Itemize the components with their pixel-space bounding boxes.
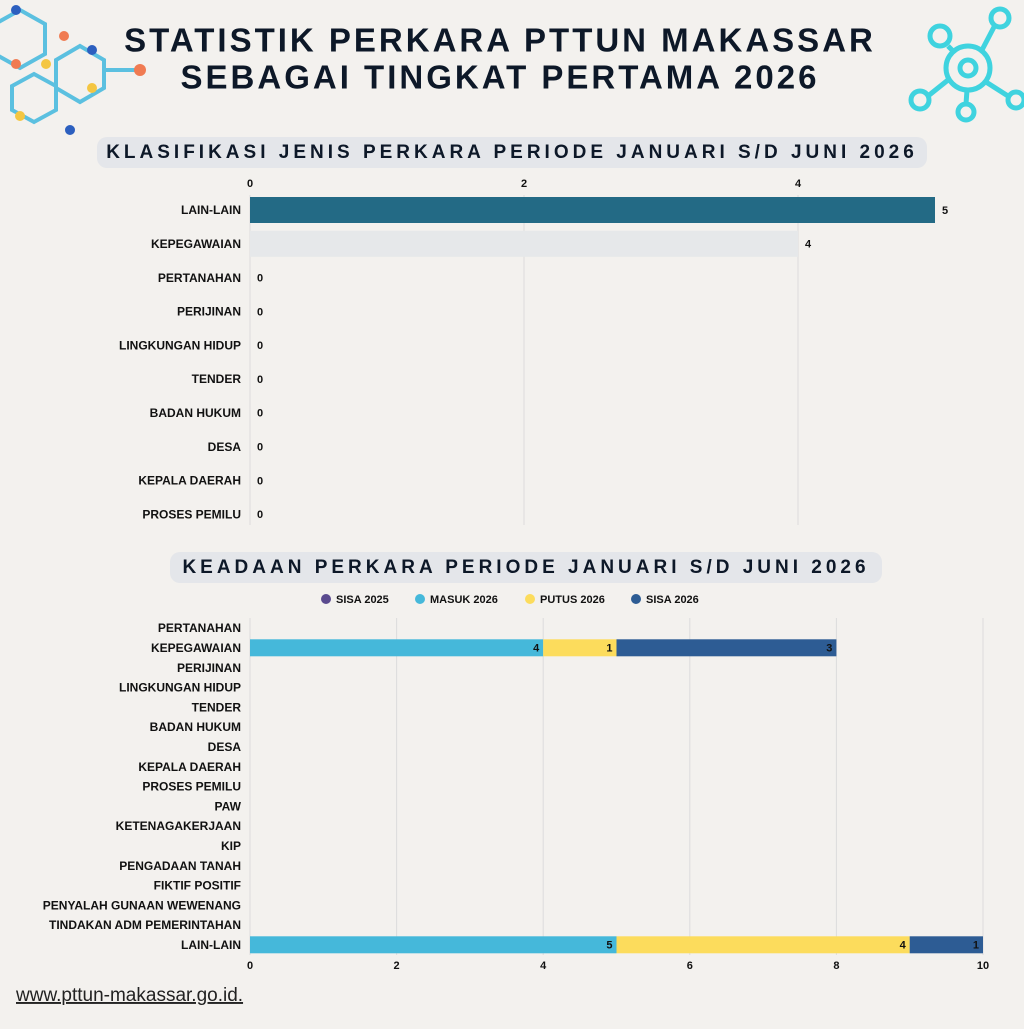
bar bbox=[250, 197, 935, 223]
value-label: 0 bbox=[257, 374, 263, 386]
legend-label: MASUK 2026 bbox=[430, 594, 498, 606]
category-label: FIKTIF POSITIF bbox=[154, 879, 241, 893]
legend-swatch bbox=[631, 594, 641, 604]
value-label: 4 bbox=[900, 940, 907, 952]
legend-swatch bbox=[525, 594, 535, 604]
legend-label: SISA 2025 bbox=[336, 594, 389, 606]
footer-url: www.pttun-makassar.go.id. bbox=[15, 985, 243, 1006]
bar bbox=[250, 230, 798, 257]
value-label: 3 bbox=[826, 643, 832, 655]
chart-title-pill bbox=[170, 552, 882, 583]
x-tick-label: 2 bbox=[394, 960, 400, 972]
value-label: 1 bbox=[973, 940, 979, 952]
category-label: BADAN HUKUM bbox=[150, 406, 241, 420]
category-label: DESA bbox=[208, 440, 242, 454]
category-label: PAW bbox=[215, 799, 242, 813]
x-tick-label: 4 bbox=[795, 178, 802, 190]
value-label: 0 bbox=[257, 442, 263, 454]
value-label: 0 bbox=[257, 273, 263, 285]
x-tick-label: 10 bbox=[977, 960, 989, 972]
x-tick-label: 0 bbox=[247, 960, 253, 972]
value-label: 0 bbox=[257, 340, 263, 352]
category-label: PROSES PEMILU bbox=[142, 780, 241, 794]
chart-title: KLASIFIKASI JENIS PERKARA PERIODE JANUAR… bbox=[106, 142, 918, 163]
category-label: TENDER bbox=[192, 372, 242, 386]
legend-label: PUTUS 2026 bbox=[540, 594, 605, 606]
category-label: LINGKUNGAN HIDUP bbox=[119, 338, 241, 352]
legend-swatch bbox=[321, 594, 331, 604]
bar-segment bbox=[250, 936, 617, 954]
value-label: 4 bbox=[805, 239, 812, 251]
x-tick-label: 6 bbox=[687, 960, 693, 972]
x-tick-label: 2 bbox=[521, 178, 527, 190]
value-label: 0 bbox=[257, 408, 263, 420]
value-label: 0 bbox=[257, 509, 263, 521]
category-label: KETENAGAKERJAAN bbox=[116, 819, 241, 833]
value-label: 0 bbox=[257, 306, 263, 318]
legend-label: SISA 2026 bbox=[646, 594, 699, 606]
legend-swatch bbox=[415, 594, 425, 604]
chart-title: KEADAAN PERKARA PERIODE JANUARI S/D JUNI… bbox=[182, 557, 869, 578]
value-label: 5 bbox=[606, 940, 612, 952]
title-line: STATISTIK PERKARA PTTUN MAKASSAR bbox=[124, 22, 876, 59]
category-label: PERIJINAN bbox=[177, 305, 241, 319]
category-label: LINGKUNGAN HIDUP bbox=[119, 681, 241, 695]
bar-segment bbox=[616, 936, 910, 954]
bar-segment bbox=[250, 639, 544, 657]
x-tick-label: 0 bbox=[247, 178, 253, 190]
category-label: PERTANAHAN bbox=[158, 621, 241, 635]
category-label: PENYALAH GUNAAN WEWENANG bbox=[43, 898, 241, 912]
value-label: 4 bbox=[533, 643, 540, 655]
category-label: PENGADAAN TANAH bbox=[119, 859, 241, 873]
chart-title-pill bbox=[97, 137, 927, 168]
value-label: 1 bbox=[606, 643, 612, 655]
category-label: KEPALA DAERAH bbox=[138, 760, 241, 774]
category-label: KIP bbox=[221, 839, 241, 853]
value-label: 5 bbox=[942, 205, 948, 217]
value-label: 0 bbox=[257, 475, 263, 487]
category-label: TINDAKAN ADM PEMERINTAHAN bbox=[49, 918, 241, 932]
bar-segment bbox=[909, 936, 983, 954]
category-label: KEPEGAWAIAN bbox=[151, 237, 241, 251]
category-label: TENDER bbox=[192, 700, 242, 714]
category-label: BADAN HUKUM bbox=[150, 720, 241, 734]
x-tick-label: 4 bbox=[540, 960, 547, 972]
category-label: PERTANAHAN bbox=[158, 271, 241, 285]
category-label: KEPALA DAERAH bbox=[138, 474, 241, 488]
category-label: DESA bbox=[208, 740, 242, 754]
bar-segment bbox=[616, 639, 837, 657]
category-label: PROSES PEMILU bbox=[142, 507, 241, 521]
category-label: PERIJINAN bbox=[177, 661, 241, 675]
decoration bbox=[0, 5, 1024, 135]
category-label: LAIN-LAIN bbox=[181, 203, 241, 217]
title-line: SEBAGAI TINGKAT PERTAMA 2026 bbox=[181, 59, 820, 96]
bar-segment bbox=[543, 639, 617, 657]
category-label: LAIN-LAIN bbox=[181, 938, 241, 952]
category-label: KEPEGAWAIAN bbox=[151, 641, 241, 655]
x-tick-label: 8 bbox=[833, 960, 839, 972]
